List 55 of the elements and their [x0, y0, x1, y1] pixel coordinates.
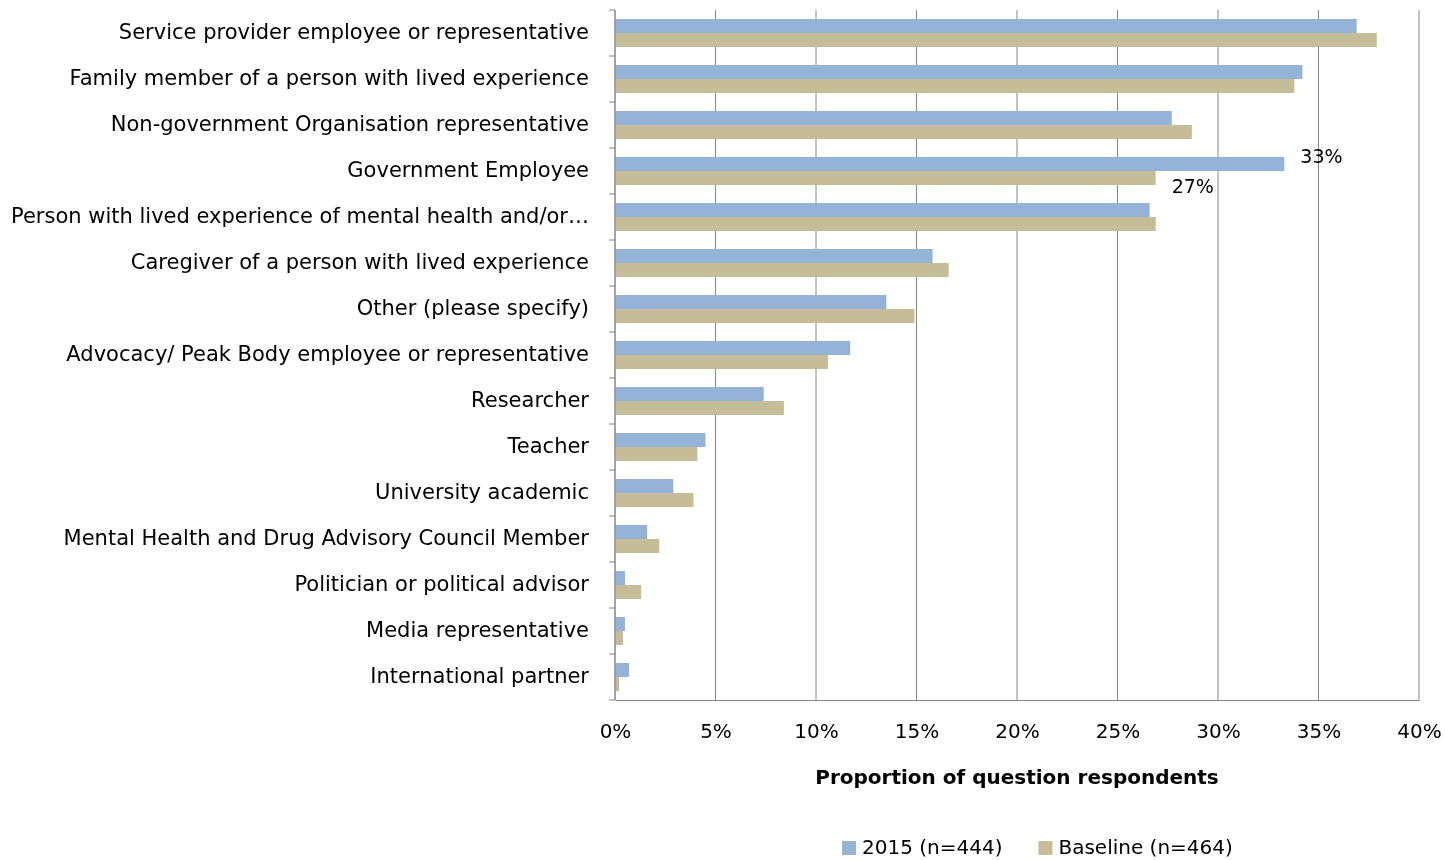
bar — [615, 64, 1303, 79]
bar — [615, 156, 1285, 171]
x-tick-label: 35% — [1296, 719, 1342, 744]
y-tick-label: Advocacy/ Peak Body employee or representative — [66, 342, 589, 366]
x-axis-title: Proportion of question respondents — [815, 765, 1219, 789]
bar — [615, 662, 630, 677]
y-tick-label: University academic — [375, 480, 589, 504]
bar — [615, 79, 1295, 94]
bar — [615, 478, 674, 493]
y-tick-label: Teacher — [506, 434, 590, 458]
bar — [615, 217, 1156, 232]
bar — [615, 493, 694, 508]
x-tick-label: 25% — [1095, 719, 1141, 744]
y-tick-label: Caregiver of a person with lived experience — [130, 250, 589, 274]
y-tick-label: Researcher — [471, 388, 590, 412]
bar — [615, 202, 1150, 217]
bar — [615, 386, 764, 401]
y-tick-label: International partner — [370, 664, 590, 688]
bar — [615, 294, 887, 309]
legend-label: Baseline (n=464) — [1058, 834, 1233, 859]
data-label: 33% — [1300, 145, 1343, 168]
x-tick-label: 30% — [1196, 719, 1241, 744]
bar — [615, 110, 1172, 125]
x-tick-label: 15% — [894, 719, 940, 744]
y-tick-label: Service provider employee or representative — [118, 20, 589, 44]
x-tick-label: 0% — [599, 719, 632, 744]
y-tick-label: Person with lived experience of mental health and/or… — [11, 204, 589, 228]
bar — [615, 33, 1377, 48]
y-tick-label: Media representative — [366, 618, 589, 642]
bar — [615, 432, 706, 447]
legend-label: 2015 (n=444) — [862, 834, 1003, 859]
bar — [615, 309, 915, 324]
y-tick-label: Government Employee — [347, 158, 589, 182]
y-tick-label: Family member of a person with lived experience — [69, 66, 589, 90]
x-tick-label: 40% — [1397, 719, 1442, 744]
bar — [615, 401, 784, 416]
x-tick-label: 10% — [794, 719, 839, 744]
bar — [615, 248, 933, 263]
bar — [615, 125, 1192, 140]
y-tick-label: Politician or political advisor — [294, 572, 590, 596]
bar — [615, 447, 698, 462]
y-tick-label: Non-government Organisation representative — [110, 112, 589, 136]
y-tick-label: Other (please specify) — [356, 296, 589, 320]
x-tick-label: 5% — [700, 719, 732, 744]
y-tick-label: Mental Health and Drug Advisory Council Member — [63, 526, 590, 550]
bar — [615, 539, 660, 554]
bar — [615, 263, 949, 278]
bar — [615, 585, 642, 600]
bar — [615, 18, 1357, 33]
bar — [615, 524, 648, 539]
bar — [615, 355, 829, 370]
data-label: 27% — [1171, 174, 1214, 197]
x-tick-label: 20% — [995, 719, 1040, 744]
bar — [615, 340, 851, 355]
bar — [615, 171, 1156, 186]
